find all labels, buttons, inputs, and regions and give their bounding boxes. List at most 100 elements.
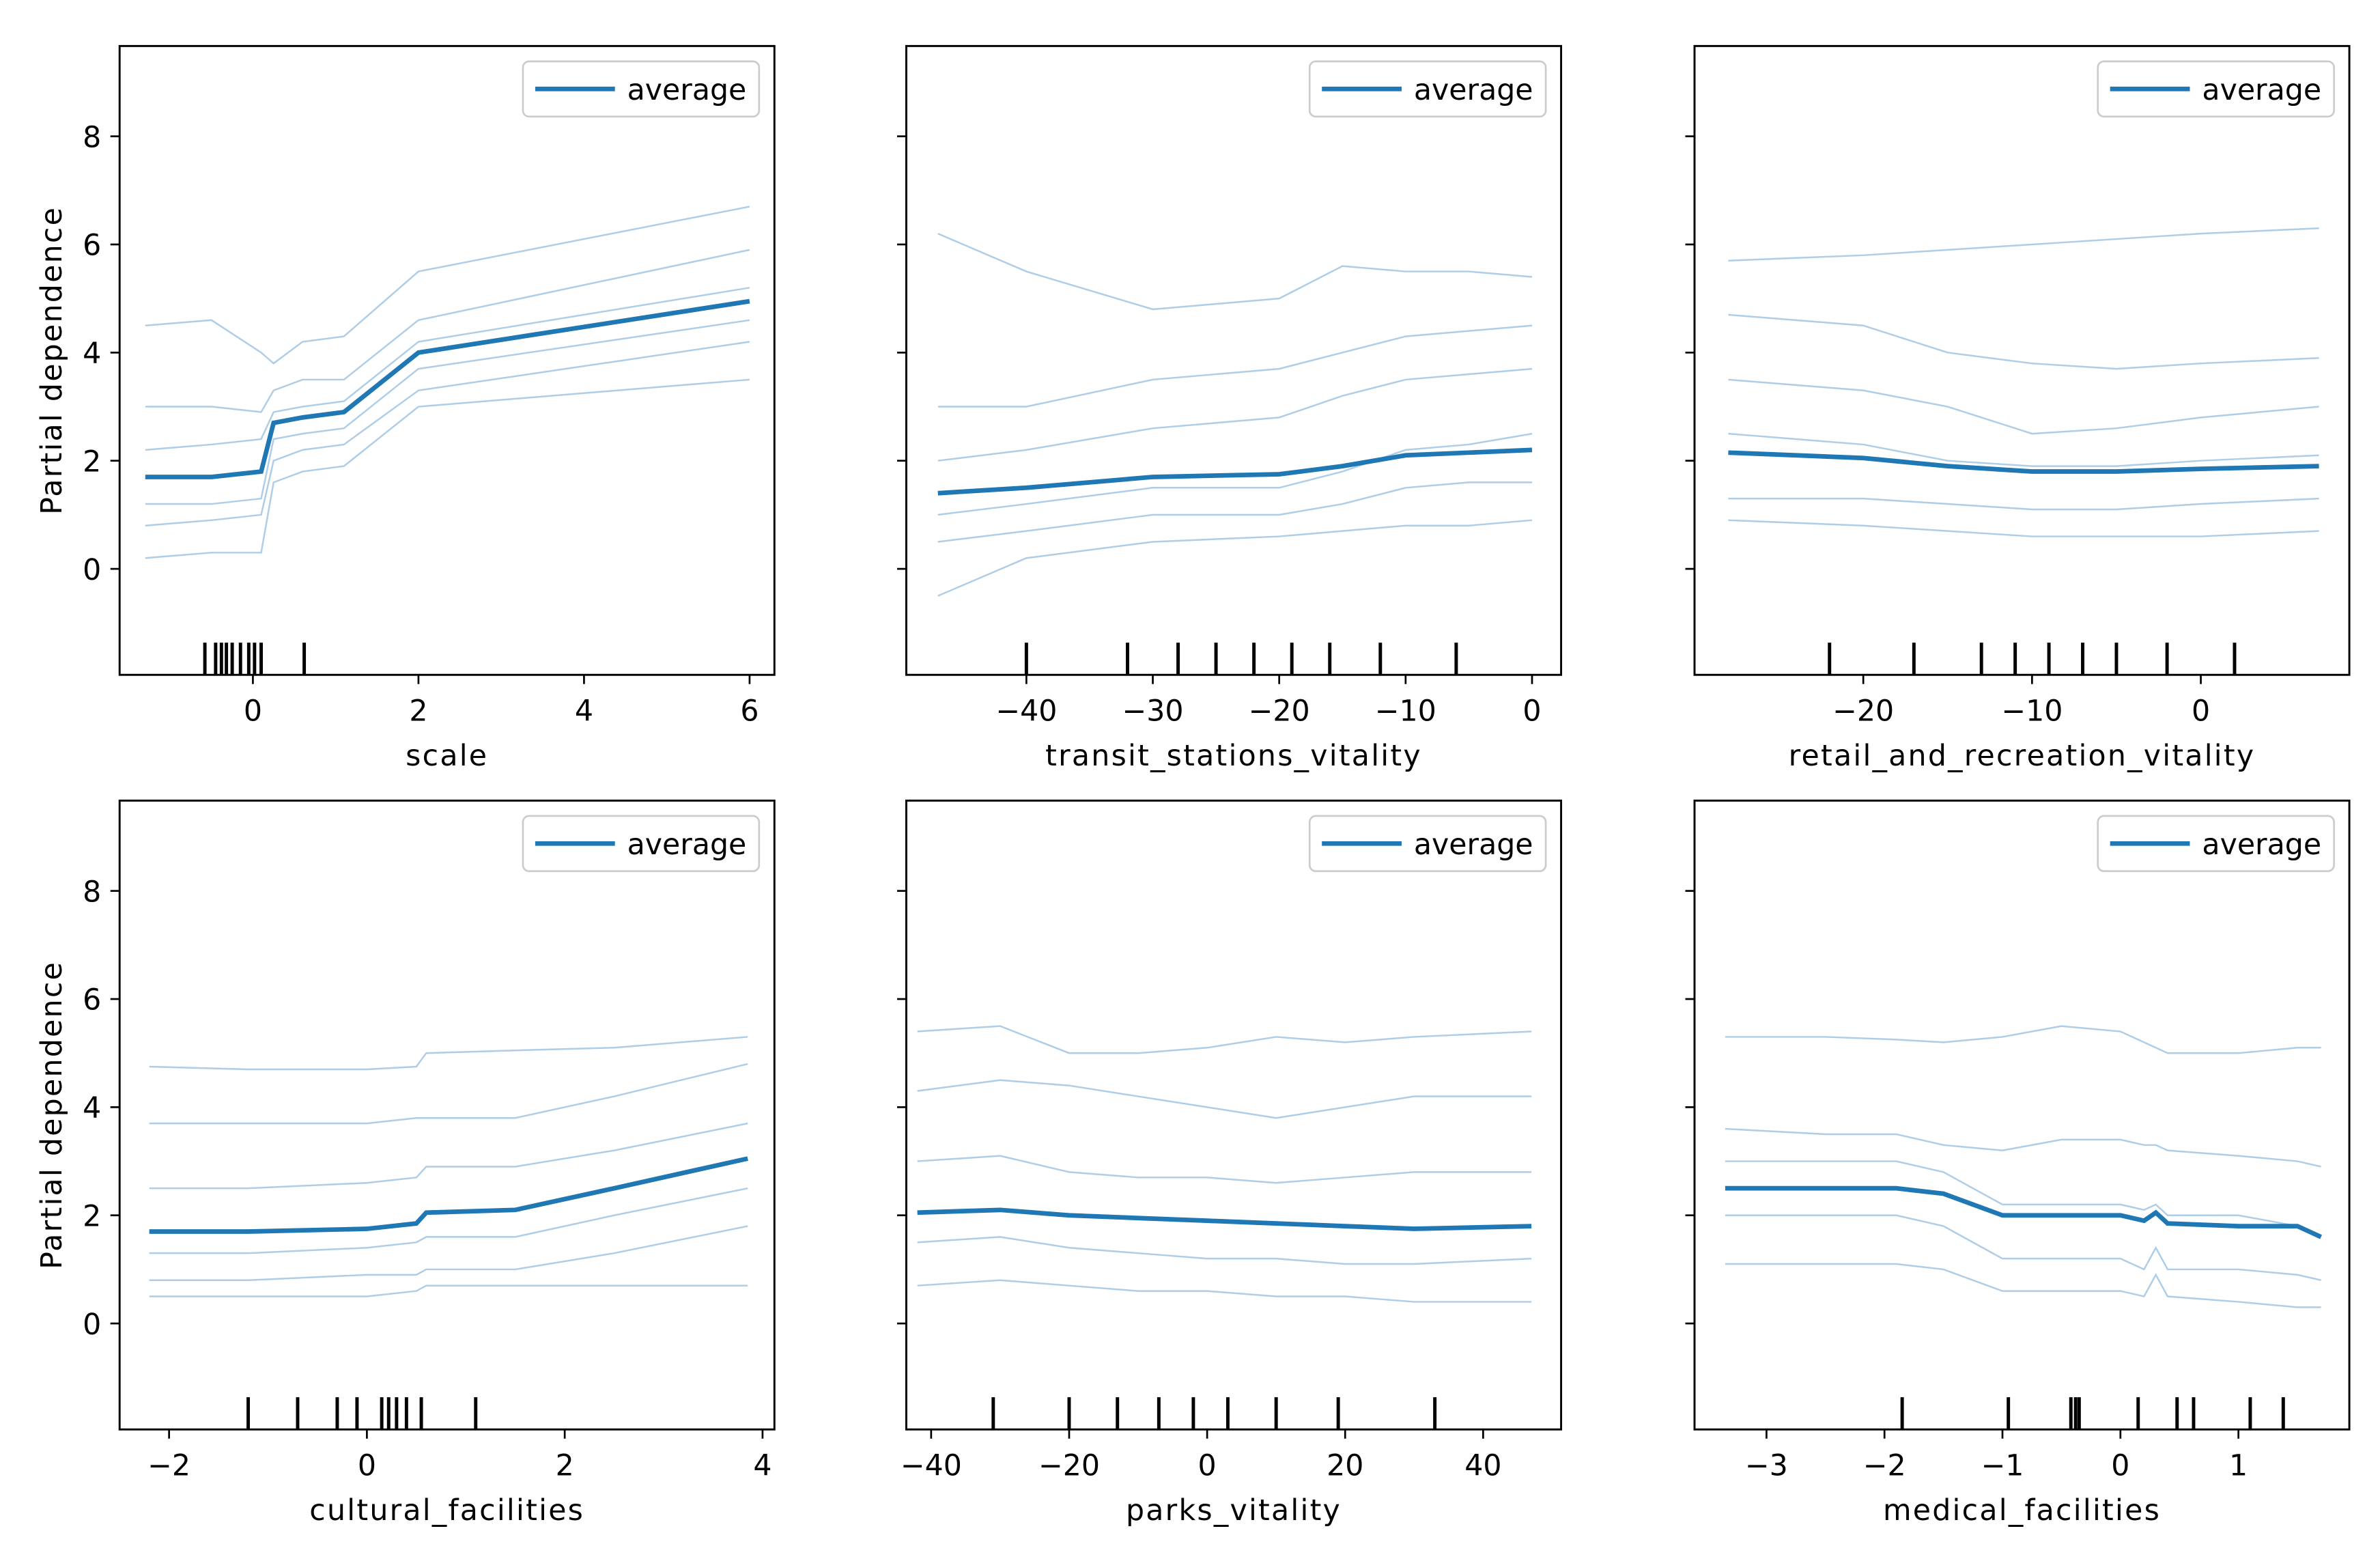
x-axis-label: parks_vitality bbox=[1126, 1493, 1342, 1528]
x-tick-label: 40 bbox=[1464, 1449, 1501, 1483]
x-tick-label: 0 bbox=[2192, 694, 2210, 729]
ice-line bbox=[1728, 227, 2319, 262]
y-tick-label: 4 bbox=[83, 1091, 101, 1125]
y-tick-label: 8 bbox=[83, 875, 101, 909]
legend-box bbox=[1308, 815, 1547, 873]
axes-frame bbox=[1693, 799, 2351, 1431]
ice-line bbox=[1725, 1025, 2321, 1054]
legend-label: average bbox=[1414, 73, 1533, 107]
x-tick-label: 6 bbox=[740, 694, 759, 729]
ice-line bbox=[149, 1284, 748, 1297]
ice-line bbox=[149, 1225, 748, 1281]
ice-line bbox=[937, 481, 1532, 543]
legend-box bbox=[1308, 60, 1547, 118]
legend-box bbox=[522, 60, 761, 118]
x-tick-label: 2 bbox=[556, 1449, 574, 1483]
ice-line bbox=[149, 1063, 748, 1125]
average-line bbox=[149, 1156, 748, 1234]
x-axis-label: retail_and_recreation_vitality bbox=[1789, 739, 2256, 773]
legend-label: average bbox=[627, 828, 747, 862]
x-axis-label: cultural_facilities bbox=[309, 1493, 584, 1528]
x-tick-label: −30 bbox=[1122, 694, 1183, 729]
x-tick-label: 0 bbox=[1198, 1449, 1217, 1483]
ice-line bbox=[1725, 1127, 2321, 1168]
legend-label: average bbox=[627, 73, 747, 107]
x-tick-label: 0 bbox=[358, 1449, 376, 1483]
average-line bbox=[1728, 450, 2319, 474]
y-tick-label: 6 bbox=[83, 983, 101, 1017]
legend-label: average bbox=[2202, 73, 2321, 107]
ice-line bbox=[917, 1079, 1532, 1119]
ice-line bbox=[145, 319, 750, 505]
y-tick-label: 8 bbox=[83, 120, 101, 154]
x-tick-label: −10 bbox=[1375, 694, 1436, 729]
y-tick-label: 2 bbox=[83, 445, 101, 479]
x-axis-label: scale bbox=[406, 739, 488, 773]
average-line bbox=[1725, 1185, 2323, 1239]
average-line bbox=[937, 447, 1533, 496]
legend-label: average bbox=[1414, 828, 1533, 862]
ice-line bbox=[145, 206, 750, 365]
ice-line bbox=[145, 378, 750, 559]
ice-line bbox=[937, 324, 1533, 408]
legend-label: average bbox=[2202, 828, 2321, 862]
ice-line bbox=[917, 1279, 1532, 1303]
ice-line bbox=[145, 287, 750, 451]
ice-line bbox=[1725, 1263, 2321, 1308]
panel: 0 2 4 6 8 0 2 4 6 scale Partial dependence average bbox=[35, 44, 776, 773]
x-tick-label: −40 bbox=[901, 1449, 962, 1483]
x-tick-label: 20 bbox=[1327, 1449, 1363, 1483]
ice-line bbox=[145, 341, 750, 526]
ice-line bbox=[149, 1036, 748, 1071]
ice-line bbox=[937, 519, 1533, 597]
panel: 0 2 4 6 8 −2 0 2 4 cultural_facilities Partial dep… bbox=[35, 799, 776, 1528]
y-tick-label: 6 bbox=[83, 229, 101, 263]
x-tick-label: −20 bbox=[1249, 694, 1310, 729]
x-tick-label: −20 bbox=[1038, 1449, 1100, 1483]
ice-line bbox=[1728, 432, 2319, 467]
x-tick-label: 4 bbox=[575, 694, 593, 729]
x-tick-label: −2 bbox=[1863, 1449, 1906, 1483]
panel: −3 −2 −1 0 1 medical_facilities average bbox=[1685, 799, 2351, 1528]
legend-box bbox=[2097, 60, 2335, 118]
ice-line bbox=[149, 1187, 748, 1254]
ice-line bbox=[917, 1155, 1532, 1184]
x-tick-label: 1 bbox=[2229, 1449, 2248, 1483]
ice-line bbox=[937, 432, 1533, 516]
x-tick-label: 0 bbox=[244, 694, 262, 729]
x-tick-label: 0 bbox=[1522, 694, 1541, 729]
x-tick-label: −20 bbox=[1832, 694, 1894, 729]
x-tick-label: −10 bbox=[2001, 694, 2063, 729]
ice-line bbox=[1728, 497, 2319, 511]
ice-line bbox=[937, 367, 1533, 462]
x-tick-label: −40 bbox=[995, 694, 1057, 729]
axes-frame bbox=[905, 799, 1563, 1431]
legend-box bbox=[522, 815, 761, 873]
y-tick-label: 4 bbox=[83, 337, 101, 371]
ice-line bbox=[1725, 1214, 2321, 1281]
ice-line bbox=[917, 1236, 1532, 1265]
average-line bbox=[145, 298, 750, 479]
ice-line bbox=[1728, 519, 2319, 537]
ice-line bbox=[149, 1122, 748, 1190]
average-line bbox=[917, 1207, 1532, 1231]
ice-line bbox=[917, 1025, 1532, 1054]
x-axis-label: transit_stations_vitality bbox=[1045, 739, 1422, 773]
axes-frame bbox=[1693, 44, 2351, 676]
x-tick-label: −2 bbox=[147, 1449, 190, 1483]
panel: −20 −10 0 retail_and_recreation_vitality ave… bbox=[1685, 44, 2351, 773]
ice-line bbox=[145, 249, 750, 413]
y-tick-label: 0 bbox=[83, 1308, 101, 1342]
y-axis-label: Partial dependence bbox=[35, 206, 69, 515]
x-tick-label: 0 bbox=[2111, 1449, 2129, 1483]
ice-line bbox=[1728, 313, 2319, 370]
legend-box bbox=[2097, 815, 2335, 873]
x-axis-label: medical_facilities bbox=[1883, 1493, 2161, 1528]
axes-frame bbox=[905, 44, 1563, 676]
x-tick-label: −3 bbox=[1745, 1449, 1788, 1483]
panel: −40 −20 0 20 40 parks_vitality average bbox=[896, 799, 1563, 1528]
y-tick-label: 2 bbox=[83, 1199, 101, 1233]
axes-frame bbox=[118, 44, 776, 676]
